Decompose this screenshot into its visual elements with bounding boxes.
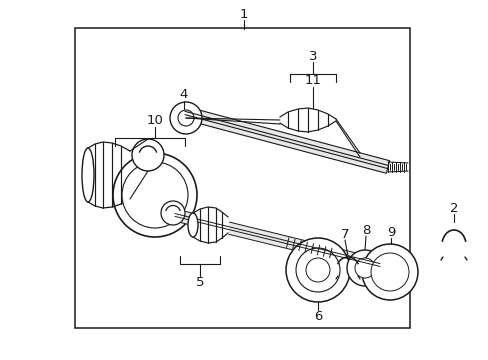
Text: 3: 3 [308, 49, 317, 63]
Text: 6: 6 [313, 310, 322, 323]
Text: 9: 9 [386, 225, 394, 238]
Circle shape [305, 258, 329, 282]
Polygon shape [183, 107, 389, 173]
Text: 5: 5 [195, 275, 204, 288]
Circle shape [295, 248, 339, 292]
Circle shape [132, 139, 163, 171]
Text: 7: 7 [340, 228, 348, 240]
Circle shape [370, 253, 408, 291]
Ellipse shape [187, 213, 198, 237]
Circle shape [113, 153, 197, 237]
Circle shape [354, 258, 374, 278]
Ellipse shape [82, 148, 94, 202]
Circle shape [285, 238, 349, 302]
Circle shape [178, 110, 194, 126]
Circle shape [122, 162, 187, 228]
Text: 4: 4 [180, 89, 188, 102]
Bar [75, 28, 409, 328]
Polygon shape [173, 209, 381, 271]
Text: 11: 11 [304, 73, 321, 86]
Circle shape [161, 201, 184, 225]
Circle shape [361, 244, 417, 300]
Text: 10: 10 [146, 113, 163, 126]
Text: 1: 1 [239, 8, 248, 21]
Text: 8: 8 [361, 224, 369, 237]
Text: 2: 2 [449, 202, 457, 215]
Circle shape [346, 250, 382, 286]
Circle shape [170, 102, 202, 134]
